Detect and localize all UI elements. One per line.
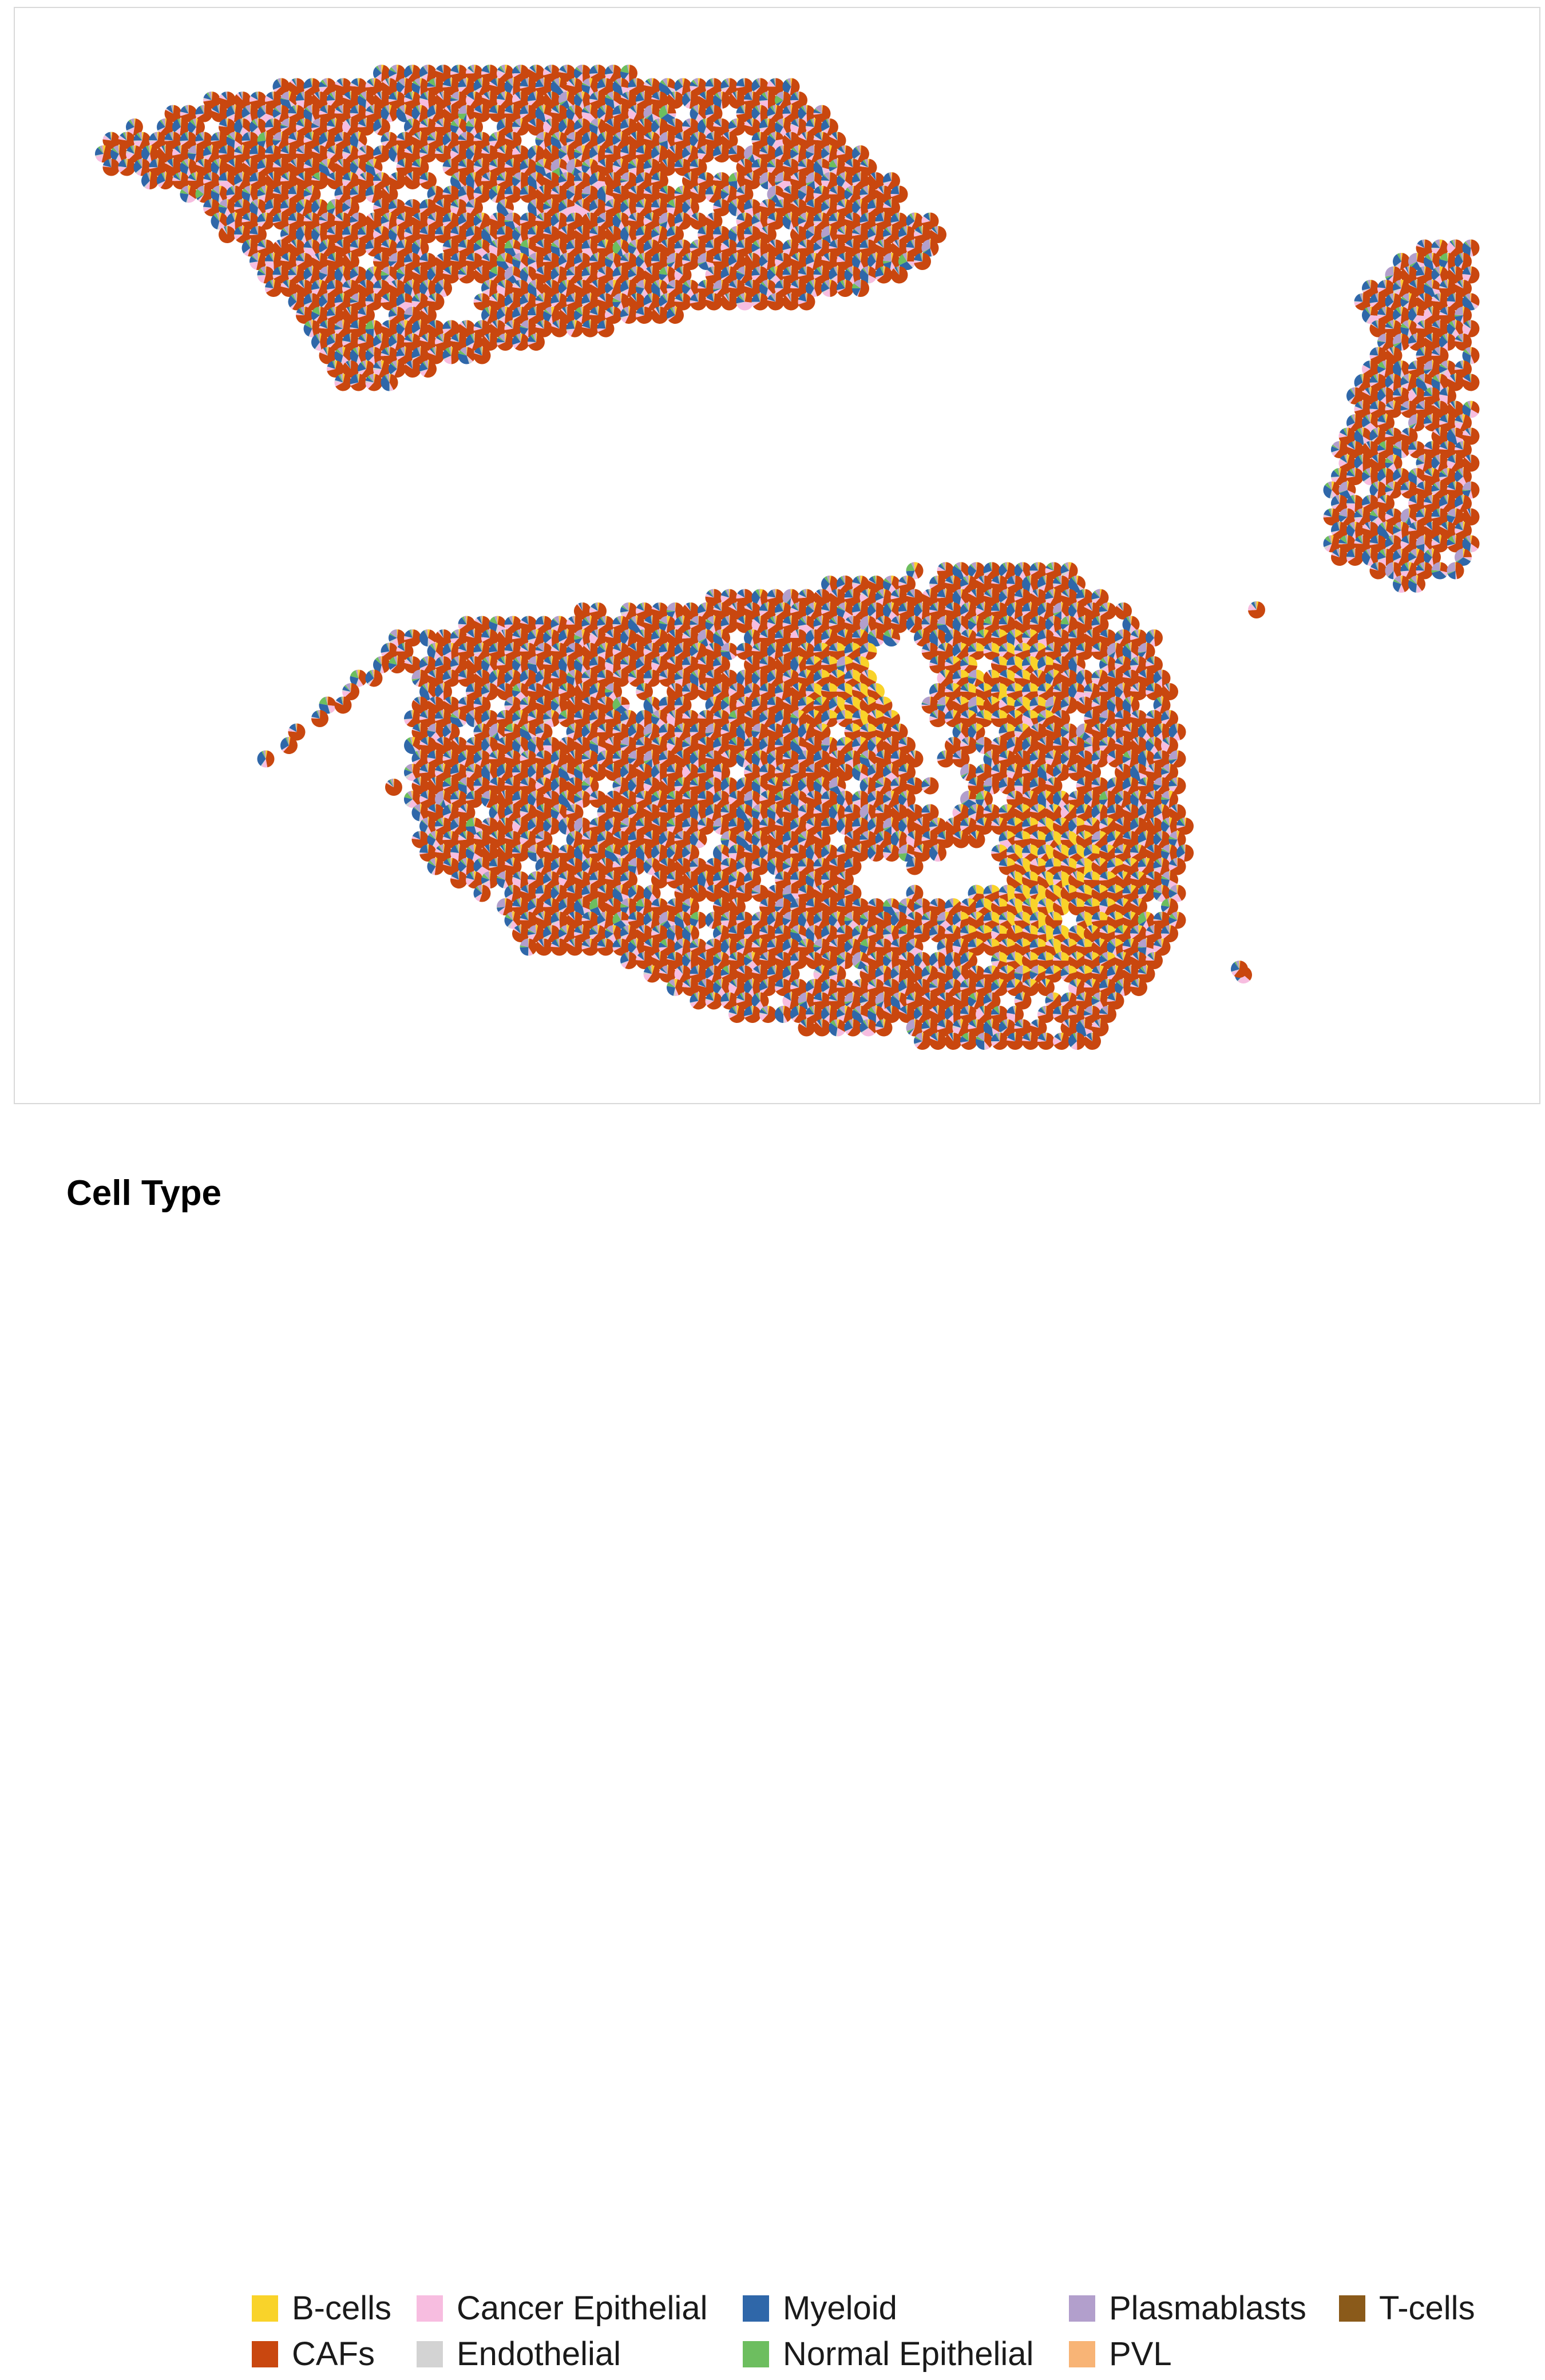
spot-pie [404, 172, 421, 189]
spatial-pie-plot [15, 8, 1542, 1105]
spot-pie [141, 172, 159, 189]
spot-pie [118, 159, 136, 176]
spot-pie [157, 172, 174, 189]
spot-pie [713, 145, 730, 162]
spot-pie [103, 158, 120, 176]
plot-panel [14, 7, 1540, 1104]
spot-pie [180, 185, 197, 203]
spot-pie [219, 226, 236, 243]
